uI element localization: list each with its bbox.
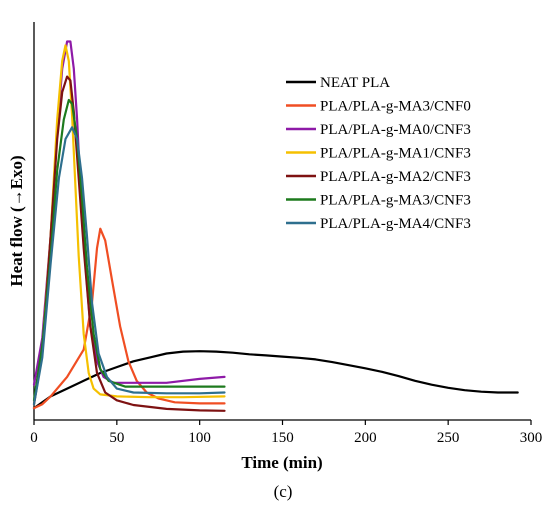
legend: NEAT PLA PLA/PLA-g-MA3/CNF0 PLA/PLA-g-MA0/… bbox=[286, 75, 471, 232]
x-tick-label: 200 bbox=[354, 430, 377, 446]
legend-label: PLA/PLA-g-MA0/CNF3 bbox=[320, 122, 471, 138]
series-line-1 bbox=[32, 350, 519, 410]
x-tick-label: 50 bbox=[109, 430, 124, 446]
x-tick-label: 150 bbox=[271, 430, 294, 446]
series-line-7 bbox=[32, 126, 226, 406]
legend-label: PLA/PLA-g-MA3/CNF0 bbox=[320, 99, 471, 115]
y-axis-title: Heat flow (→Exo) bbox=[7, 155, 26, 286]
series-line-2 bbox=[32, 227, 226, 410]
legend-label: NEAT PLA bbox=[320, 75, 390, 91]
x-axis-title: Time (min) bbox=[241, 453, 322, 472]
figure-caption: (c) bbox=[274, 482, 293, 501]
x-tick-label: 100 bbox=[188, 430, 211, 446]
series-line-5 bbox=[32, 75, 226, 412]
legend-label: PLA/PLA-g-MA2/CNF3 bbox=[320, 169, 471, 185]
series-line-6 bbox=[32, 98, 226, 402]
legend-label: PLA/PLA-g-MA1/CNF3 bbox=[320, 146, 471, 162]
series-lines bbox=[32, 40, 519, 412]
x-tick-label: 0 bbox=[30, 430, 38, 446]
legend-label: PLA/PLA-g-MA4/CNF3 bbox=[320, 216, 471, 232]
x-axis-ticks: 0 50 100 150 200 250 300 bbox=[30, 420, 542, 446]
x-tick-label: 250 bbox=[437, 430, 460, 446]
x-tick-label: 300 bbox=[520, 430, 543, 446]
legend-label: PLA/PLA-g-MA3/CNF3 bbox=[320, 193, 471, 209]
